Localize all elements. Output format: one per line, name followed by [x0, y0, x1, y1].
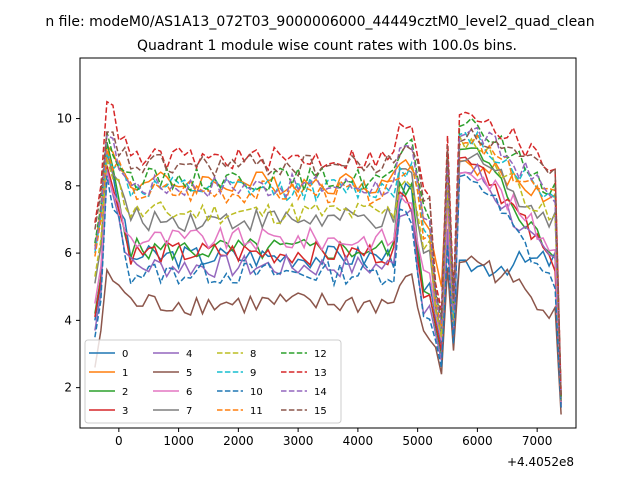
figure-suptitle: n file: modeM0/AS1A13_072T03_9000006000_…	[45, 14, 594, 30]
y-tick-label: 6	[64, 246, 72, 260]
plot-area	[79, 57, 577, 429]
x-tick-label: 5000	[402, 434, 433, 448]
legend-box	[84, 339, 342, 424]
x-tick-label: 6000	[462, 434, 493, 448]
x-tick-label: 2000	[223, 434, 254, 448]
y-axis: 2 4 6 8 10	[57, 112, 80, 395]
x-tick-label: 7000	[522, 434, 553, 448]
x-tick-label: 3000	[283, 434, 314, 448]
series-line-14	[94, 126, 562, 398]
legend-label-4: 4	[186, 349, 192, 360]
series-line-15	[94, 127, 562, 398]
x-axis: 0 1000 2000 3000 4000 5000 6000 7000	[115, 428, 552, 448]
y-tick-label: 2	[64, 381, 72, 395]
legend-label-1: 1	[122, 368, 128, 379]
chart-title: Quadrant 1 module wise count rates with …	[137, 38, 517, 54]
legend-label-2: 2	[122, 387, 128, 398]
legend-label-9: 9	[250, 368, 256, 379]
legend-label-14: 14	[314, 387, 327, 398]
series-line-3	[94, 156, 562, 405]
series-line-10	[94, 173, 562, 408]
series-line-12	[94, 117, 562, 398]
series-line-4	[94, 162, 562, 408]
x-tick-label: 4000	[343, 434, 374, 448]
series-layer	[94, 100, 562, 415]
legend-label-12: 12	[314, 349, 327, 360]
legend-label-8: 8	[250, 349, 256, 360]
x-tick-label: 0	[115, 434, 123, 448]
legend-label-11: 11	[250, 406, 263, 417]
series-line-9	[94, 130, 562, 398]
legend-label-10: 10	[250, 387, 263, 398]
series-line-13	[94, 100, 562, 395]
legend-label-15: 15	[314, 406, 327, 417]
legend-label-7: 7	[186, 406, 192, 417]
legend-label-0: 0	[122, 349, 128, 360]
axes-frame	[79, 57, 577, 429]
x-offset-label: +4.4052e8	[507, 455, 574, 469]
legend-label-5: 5	[186, 368, 192, 379]
series-line-11	[94, 133, 562, 398]
legend-label-13: 13	[314, 368, 327, 379]
series-line-5	[94, 255, 562, 415]
legend-label-3: 3	[122, 406, 128, 417]
y-tick-label: 8	[64, 179, 72, 193]
y-tick-label: 4	[64, 313, 72, 327]
legend-label-6: 6	[186, 387, 192, 398]
series-line-6	[94, 171, 562, 405]
x-tick-label: 1000	[163, 434, 194, 448]
y-tick-label: 10	[57, 112, 72, 126]
